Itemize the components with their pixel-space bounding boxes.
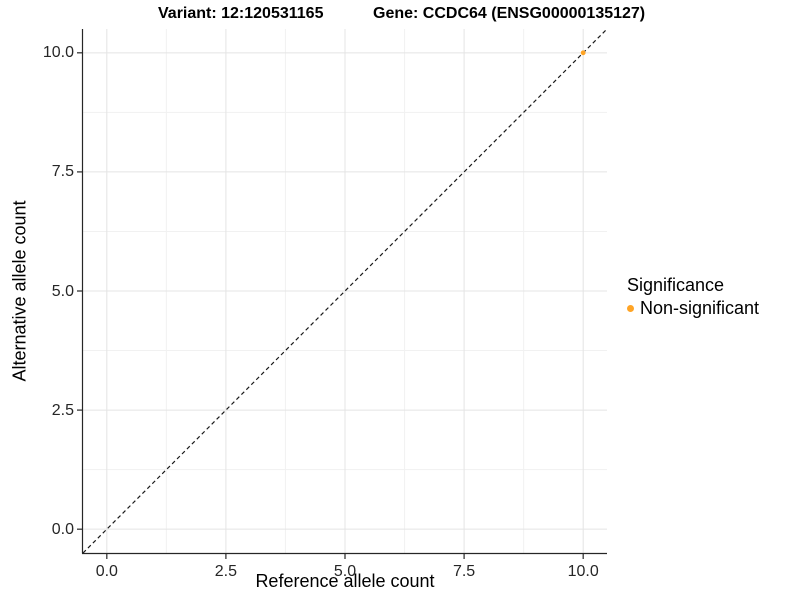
plot-title-variant: Variant: 12:120531165 bbox=[158, 5, 324, 22]
y-tick-label: 10.0 bbox=[42, 44, 74, 62]
y-tick-label: 7.5 bbox=[51, 163, 74, 181]
y-axis-title: Alternative allele count bbox=[9, 200, 30, 382]
y-tick-label: 0.0 bbox=[51, 520, 74, 538]
legend-title: Significance bbox=[627, 275, 725, 295]
legend-point-icon bbox=[627, 305, 634, 312]
legend-item-label: Non-significant bbox=[640, 298, 760, 318]
y-tick-label: 2.5 bbox=[51, 401, 74, 419]
x-tick-label: 5.0 bbox=[333, 563, 357, 580]
y-tick-label: 5.0 bbox=[51, 282, 74, 300]
x-tick-label: 7.5 bbox=[452, 563, 476, 580]
plot-title-gene: Gene: CCDC64 (ENSG00000135127) bbox=[373, 5, 646, 22]
x-tick-label: 0.0 bbox=[95, 563, 118, 580]
data-point bbox=[580, 50, 586, 56]
identity-dashed-line bbox=[82, 28, 608, 554]
x-tick-label: 10.0 bbox=[567, 563, 599, 580]
legend: Significance Non-significant bbox=[627, 274, 759, 319]
legend-item: Non-significant bbox=[627, 298, 759, 319]
x-tick-label: 2.5 bbox=[214, 563, 238, 580]
x-axis-title: Reference allele count bbox=[255, 571, 435, 591]
